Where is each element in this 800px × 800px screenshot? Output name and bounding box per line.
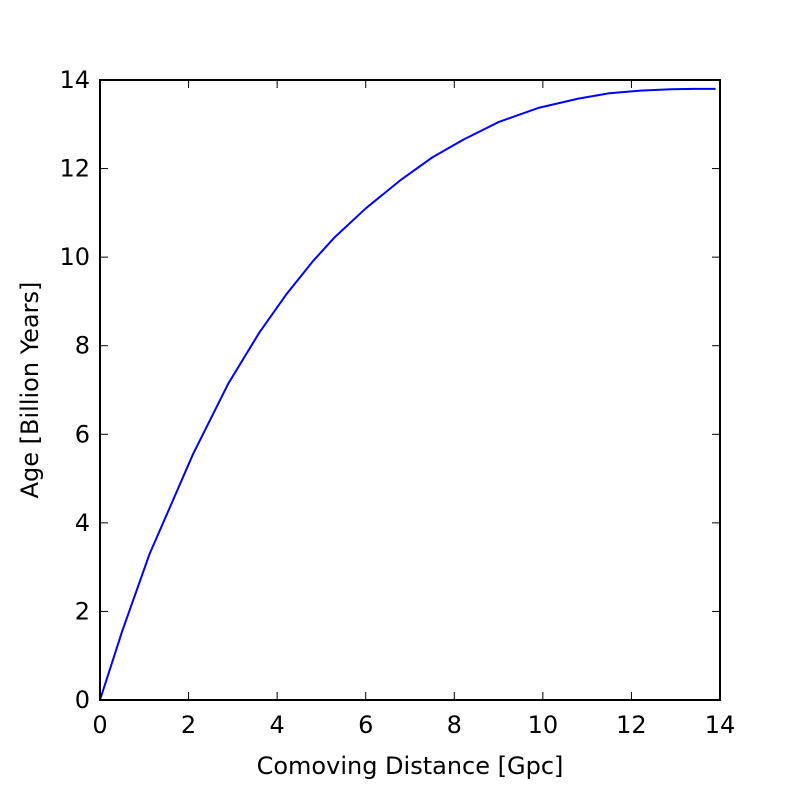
plot-area xyxy=(99,87,716,701)
y-tick-label: 12 xyxy=(59,155,90,183)
y-tick-label: 4 xyxy=(75,509,90,537)
x-tick-label: 6 xyxy=(358,711,373,739)
x-tick-label: 12 xyxy=(616,711,647,739)
series-line-0 xyxy=(99,87,716,701)
y-tick-label: 8 xyxy=(75,332,90,360)
y-axis-title: Age [Billion Years] xyxy=(16,282,44,499)
x-tick-label: 8 xyxy=(447,711,462,739)
x-axis-title: Comoving Distance [Gpc] xyxy=(257,752,564,780)
y-tick-label: 14 xyxy=(59,66,90,94)
y-tick-label: 0 xyxy=(75,686,90,714)
x-tick-label: 0 xyxy=(92,711,107,739)
x-tick-label: 4 xyxy=(270,711,285,739)
y-tick-label: 2 xyxy=(75,597,90,625)
x-tick-label: 14 xyxy=(705,711,736,739)
plot-frame xyxy=(99,79,721,701)
tick-labels: 0 2 4 6 8 10 12 14 0 2 4 6 8 10 12 14 xyxy=(59,66,735,739)
y-tick-label: 10 xyxy=(59,243,90,271)
y-tick-label: 6 xyxy=(75,420,90,448)
x-tick-label: 10 xyxy=(528,711,559,739)
ticks xyxy=(99,79,721,701)
x-tick-label: 2 xyxy=(181,711,196,739)
